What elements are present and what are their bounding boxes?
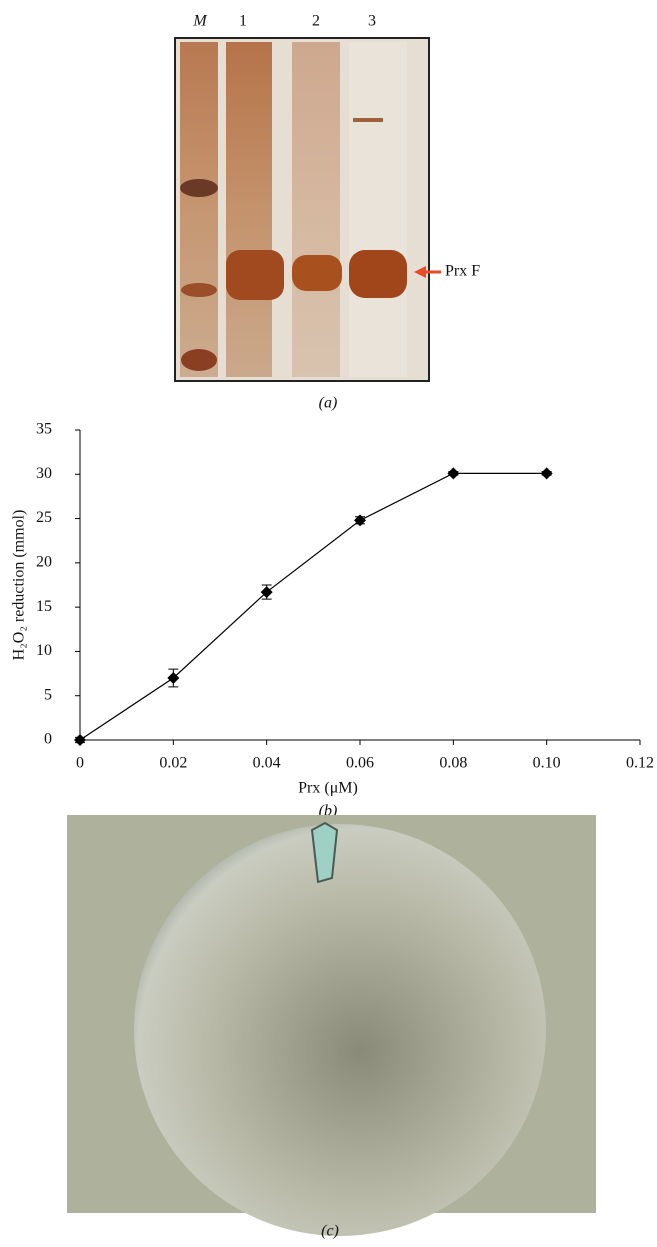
- lane-label: 3: [368, 13, 376, 30]
- marker: [447, 467, 459, 479]
- x-axis-label: Prx (μM): [298, 780, 358, 797]
- caption: (a): [319, 395, 338, 412]
- y-tick-label: 25: [36, 509, 52, 526]
- x-tick-label: 0.10: [533, 755, 561, 772]
- marker: [74, 734, 86, 746]
- lane-label: 1: [239, 13, 247, 30]
- y-axis-label: H₂O₂ reduction (mmol): [11, 510, 28, 661]
- x-tick-label: 0.08: [439, 755, 467, 772]
- crystal-photo: [67, 815, 596, 1236]
- lane-label: M: [192, 13, 208, 30]
- marker: [354, 514, 366, 526]
- caption: (c): [321, 1223, 339, 1240]
- gel-image: [175, 38, 429, 381]
- y-tick-label: 35: [36, 421, 52, 438]
- band-label: Prx F: [445, 263, 480, 280]
- lane-label: 2: [312, 13, 320, 30]
- line: [80, 473, 547, 740]
- x-tick-label: 0.12: [626, 755, 654, 772]
- y-tick-label: 10: [36, 642, 52, 659]
- marker: [541, 467, 553, 479]
- x-tick-label: 0.06: [346, 755, 374, 772]
- y-tick-label: 0: [44, 731, 52, 748]
- chart: 0 5 10 15 20 25 30 35 0 0.02 0.04 0.06 0.08 0.10 0.12: [36, 421, 654, 772]
- y-tick-label: 15: [36, 598, 52, 615]
- figure: M 1 2 3 Prx F (a) 0 5 10 15 20 25 30 35 0 0.02 0.0…: [0, 0, 657, 1242]
- x-tick-label: 0.02: [159, 755, 187, 772]
- y-tick-label: 30: [36, 465, 52, 482]
- x-tick-label: 0: [76, 755, 84, 772]
- x-tick-label: 0.04: [253, 755, 281, 772]
- y-tick-label: 5: [44, 686, 52, 703]
- y-tick-label: 20: [36, 554, 52, 571]
